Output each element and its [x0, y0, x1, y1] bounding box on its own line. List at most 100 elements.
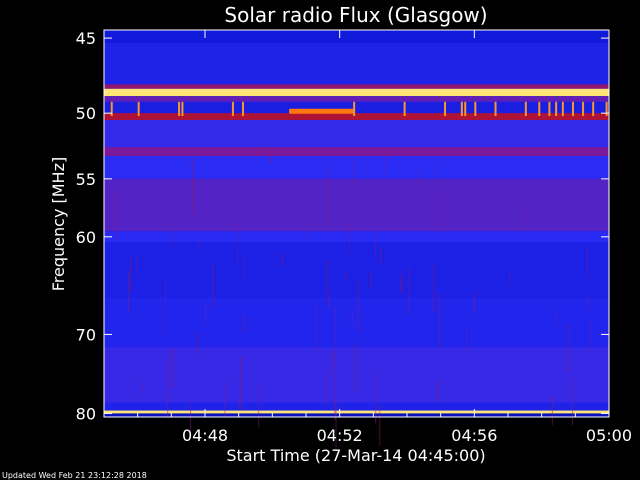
texture-streak-46 [433, 264, 435, 312]
texture-streak-37 [142, 382, 144, 397]
texture-streak-14 [128, 269, 130, 314]
texture-streak-55 [555, 310, 557, 325]
texture-streak-41 [438, 292, 440, 349]
texture-streak-66 [243, 253, 245, 280]
texture-streak-52 [196, 332, 198, 354]
spectrum-band-17 [104, 413, 609, 417]
spectrum-band-13 [104, 297, 609, 348]
texture-streak-4 [443, 194, 445, 233]
x-tick-label-3: 05:00 [586, 426, 632, 445]
spectrum-band-2 [104, 84, 609, 89]
y-tick-label-5: 80 [76, 404, 96, 423]
spike-12 [494, 101, 497, 116]
spectrum-band-8 [104, 147, 609, 157]
spike-10 [464, 101, 467, 116]
updated-timestamp: Updated Wed Feb 21 23:12:28 2018 [2, 471, 147, 480]
texture-streak-35 [331, 351, 333, 378]
texture-streak-24 [334, 380, 336, 420]
spike-3 [181, 101, 184, 116]
spike-15 [548, 101, 551, 116]
texture-streak-5 [192, 158, 194, 216]
spike-8 [444, 101, 447, 116]
texture-streak-67 [568, 323, 570, 373]
x-tick-labels: 04:48 04:52 04:56 05:00 [182, 426, 632, 445]
y-axis-label: Frequency [MHz] [49, 157, 68, 291]
y-tick-label-2: 55 [76, 170, 96, 189]
texture-streak-22 [238, 397, 240, 408]
spike-13 [524, 101, 527, 116]
texture-streak-42 [335, 399, 337, 454]
texture-streak-54 [523, 200, 525, 228]
texture-streak-25 [167, 363, 169, 419]
spike-0 [110, 101, 113, 116]
spike-2 [178, 101, 181, 116]
spike-1 [137, 101, 140, 116]
texture-streak-13 [172, 214, 174, 248]
spike-17 [561, 101, 564, 116]
texture-streak-62 [473, 291, 475, 313]
y-tick-label-3: 60 [76, 228, 96, 247]
texture-streak-47 [357, 278, 359, 333]
texture-streak-20 [384, 149, 386, 176]
spectrum-band-1 [104, 42, 609, 85]
spectrum-band-15 [104, 402, 609, 411]
texture-streak-51 [588, 296, 590, 309]
spike-5 [242, 101, 245, 116]
x-tick-label-1: 04:52 [317, 426, 363, 445]
texture-streak-11 [224, 382, 226, 417]
texture-streak-63 [551, 395, 553, 425]
texture-streak-43 [355, 342, 357, 393]
spike-14 [538, 101, 541, 116]
spectrum-band-3 [104, 88, 609, 97]
spectrum-band-7 [104, 120, 609, 148]
texture-streak-3 [436, 167, 438, 203]
texture-streak-28 [189, 153, 191, 168]
texture-streak-59 [308, 214, 310, 245]
texture-streak-44 [379, 404, 381, 446]
texture-streak-57 [270, 150, 272, 164]
spectrum-band-6 [104, 113, 609, 121]
texture-streak-56 [348, 223, 350, 254]
texture-streak-21 [212, 264, 214, 309]
tick-marks [104, 30, 610, 417]
texture-streak-34 [345, 270, 347, 281]
texture-streak-1 [327, 294, 329, 309]
spectrum-band-0 [104, 30, 609, 43]
spike-11 [474, 101, 477, 116]
spectrum-band-9 [104, 156, 609, 179]
spectrum-band-4 [104, 96, 609, 102]
texture-streak-39 [325, 260, 327, 298]
texture-streak-2 [401, 269, 403, 294]
texture-streak-16 [325, 373, 327, 406]
plot-area [104, 30, 609, 454]
texture-streak-15 [586, 245, 588, 278]
texture-streak-50 [205, 300, 207, 327]
burst-0 [289, 108, 354, 114]
texture-streak-19 [572, 377, 574, 426]
spectrum-band-5 [104, 101, 609, 114]
texture-streak-64 [509, 269, 511, 285]
spike-19 [582, 101, 585, 116]
spike-7 [403, 101, 406, 116]
texture-streak-31 [136, 253, 138, 276]
x-tick-label-0: 04:48 [182, 426, 228, 445]
y-tick-label-4: 70 [76, 325, 96, 344]
chart-title: Solar radio Flux (Glasgow) [224, 3, 487, 27]
texture-streak-60 [168, 348, 170, 402]
texture-streak-10 [281, 252, 283, 267]
x-axis-label: Start Time (27-Mar-14 04:45:00) [226, 446, 485, 465]
spike-4 [231, 101, 234, 116]
texture-streak-45 [326, 166, 328, 226]
texture-streak-69 [589, 320, 591, 348]
spike-18 [571, 101, 574, 116]
texture-streak-9 [380, 246, 382, 265]
spike-6 [353, 101, 356, 116]
texture-streak-38 [198, 239, 200, 251]
texture-streak-12 [408, 266, 410, 315]
texture-streak-32 [503, 187, 505, 206]
spike-9 [460, 101, 463, 116]
texture-streak-7 [315, 306, 317, 350]
texture-streak-30 [353, 158, 355, 183]
y-tick-label-0: 45 [76, 29, 96, 48]
texture-streak-40 [370, 272, 372, 289]
